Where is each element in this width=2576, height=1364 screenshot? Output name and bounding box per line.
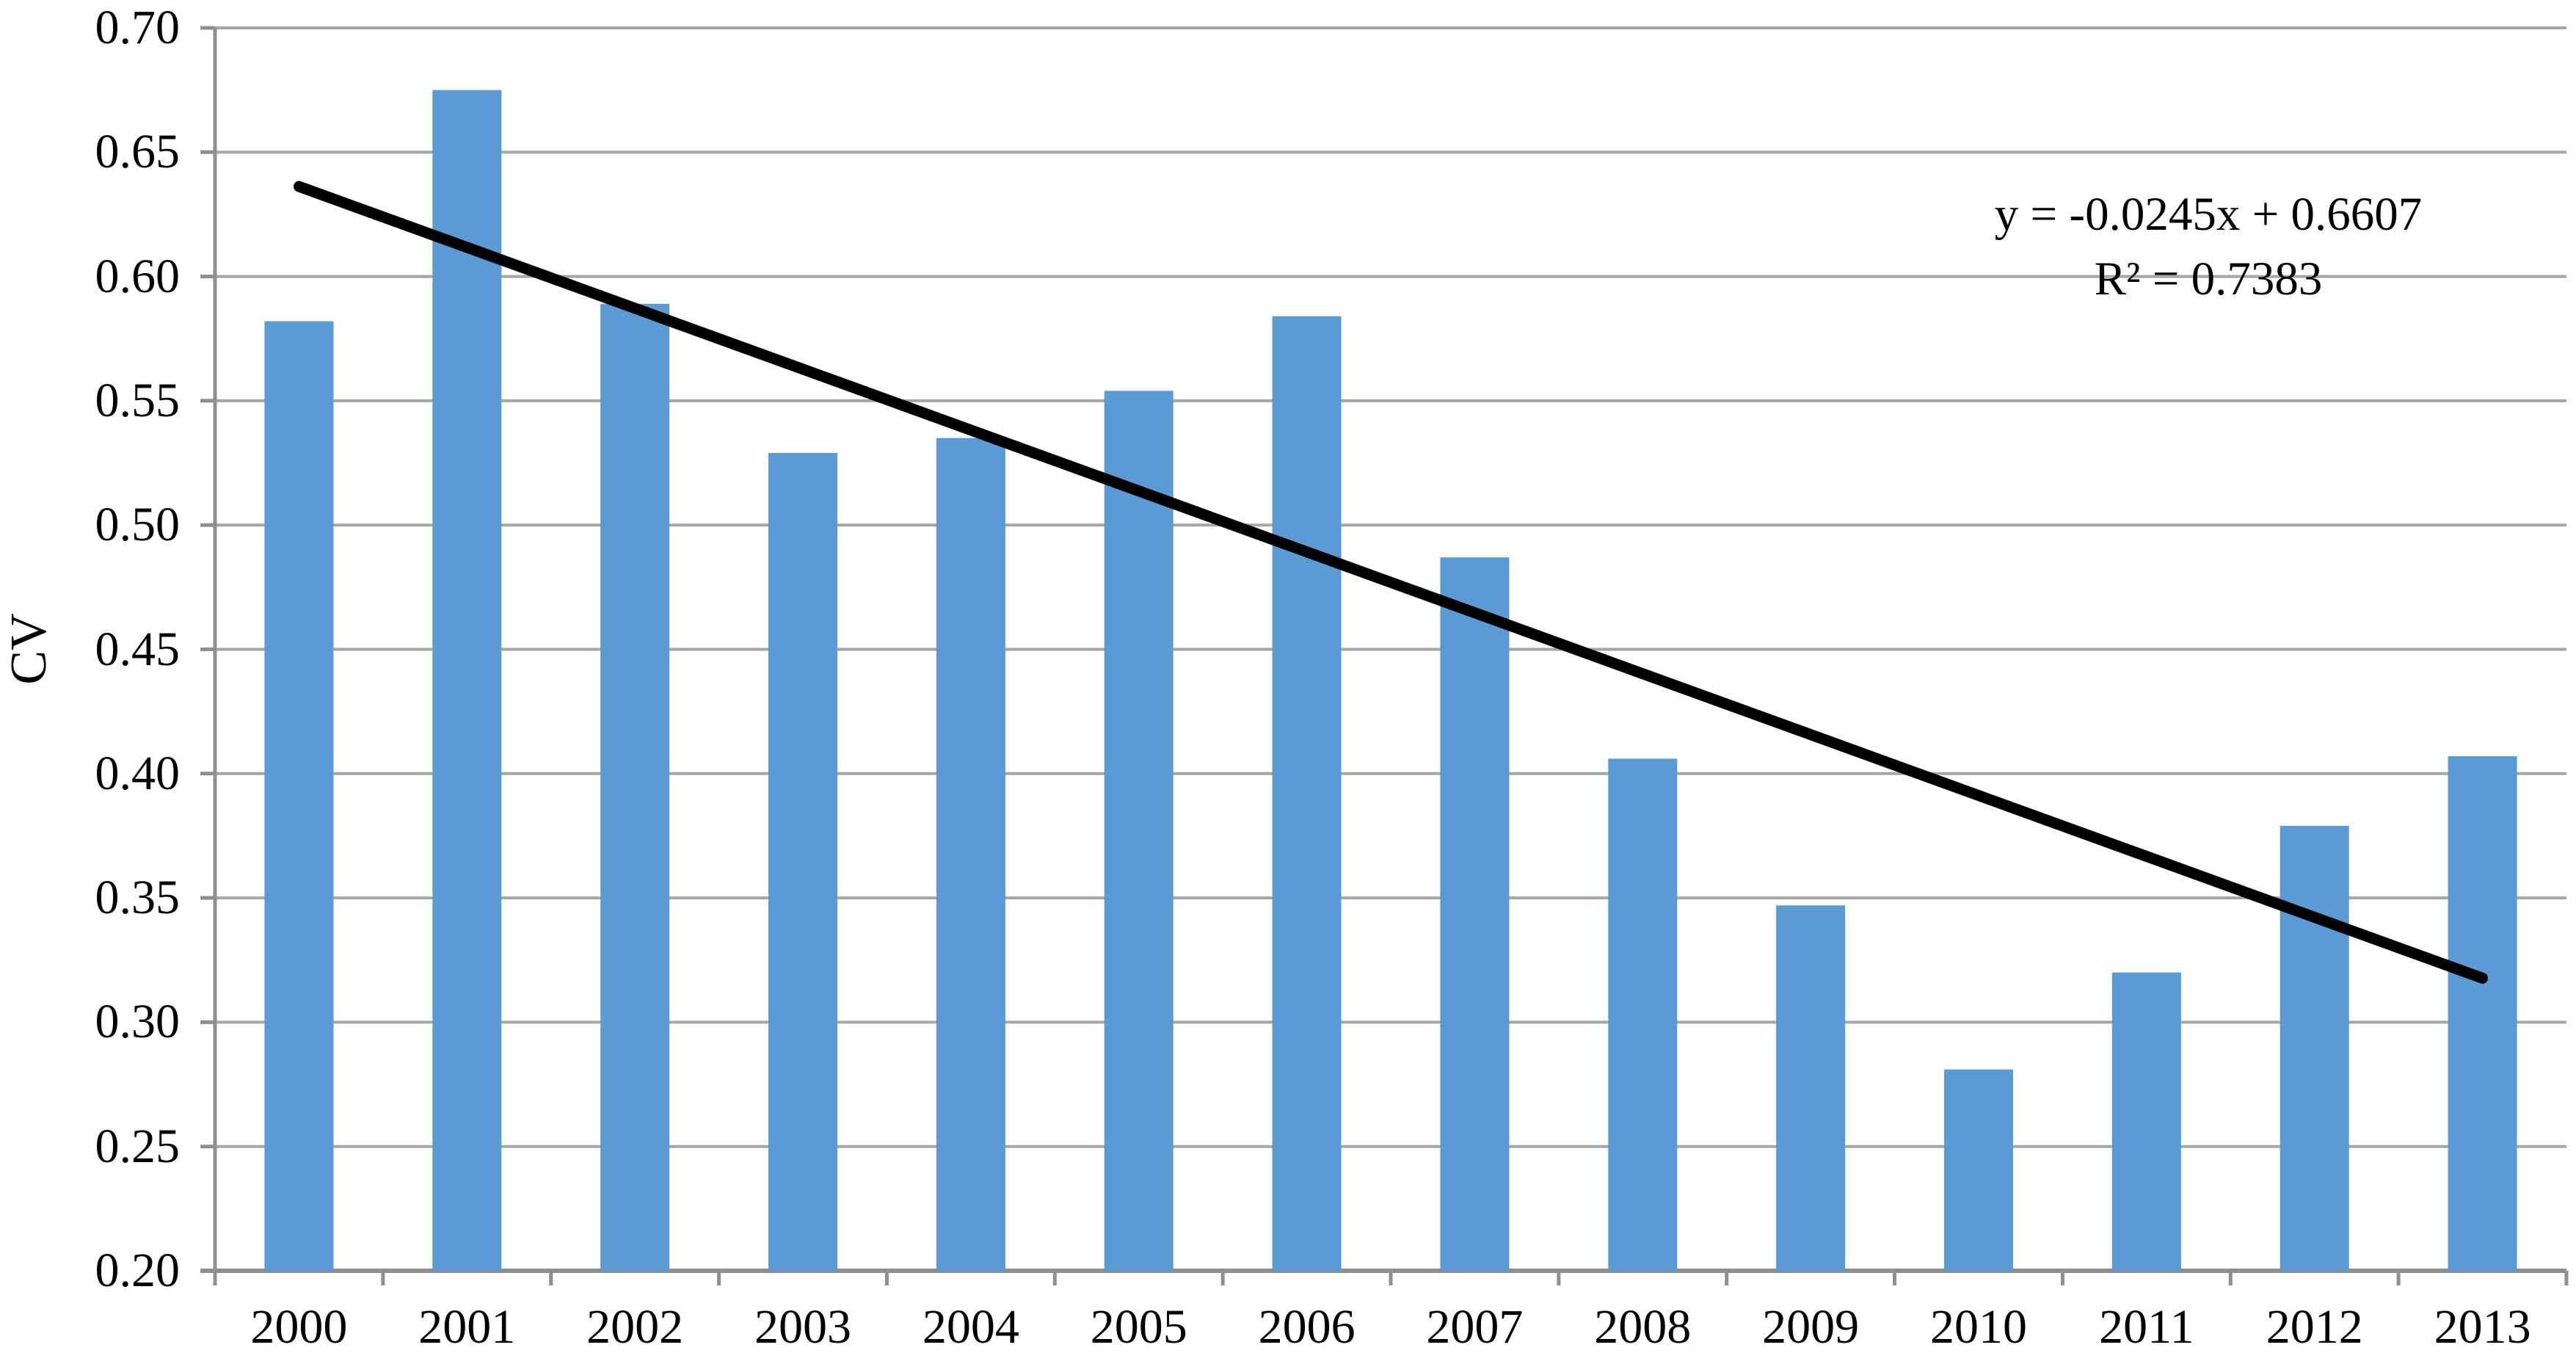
y-tick-label-0.45: 0.45: [95, 622, 181, 676]
y-tick-label-0.60: 0.60: [95, 249, 181, 303]
y-tick-label-0.25: 0.25: [95, 1119, 181, 1173]
x-tick-label-2011: 2011: [2099, 1300, 2194, 1354]
y-axis-title: CV: [1, 613, 57, 685]
bar-2005: [1104, 391, 1174, 1272]
bar-2012: [2280, 825, 2349, 1271]
bar-2009: [1776, 905, 1846, 1271]
trendline-annotation: y = -0.0245x + 0.6607 R² = 0.7383: [1951, 182, 2465, 311]
trend-line: [293, 181, 2489, 984]
y-tick-label-0.55: 0.55: [95, 373, 181, 427]
trendline-equation: y = -0.0245x + 0.6607: [1994, 188, 2423, 241]
y-tick-label-0.50: 0.50: [95, 498, 181, 552]
y-tick-label-0.65: 0.65: [95, 125, 181, 179]
x-tick-label-2004: 2004: [922, 1300, 1019, 1354]
x-tick-label-2013: 2013: [2434, 1300, 2531, 1354]
bar-2002: [600, 303, 670, 1272]
x-tick-label-2008: 2008: [1594, 1300, 1692, 1354]
y-tick-label-0.20: 0.20: [95, 1244, 181, 1297]
bar-2008: [1608, 758, 1678, 1271]
bar-2011: [2111, 972, 2181, 1271]
y-tick-label-0.35: 0.35: [95, 871, 181, 925]
x-tick-label-2010: 2010: [1930, 1300, 2027, 1354]
bar-2006: [1272, 316, 1342, 1271]
r-squared-label: R² = 0.7383: [2094, 253, 2323, 305]
bar-2004: [936, 438, 1005, 1272]
bar-2010: [1944, 1069, 2013, 1271]
y-tick-label-0.40: 0.40: [95, 746, 181, 800]
bar-2007: [1440, 557, 1510, 1271]
bar-2000: [264, 321, 334, 1272]
bar-2001: [432, 90, 502, 1271]
x-tick-label-2006: 2006: [1258, 1300, 1356, 1354]
bar-2013: [2448, 756, 2517, 1271]
y-tick-label-0.70: 0.70: [95, 1, 181, 54]
x-tick-label-2003: 2003: [754, 1300, 851, 1354]
x-tick-label-2001: 2001: [418, 1300, 516, 1354]
x-tick-label-2005: 2005: [1090, 1300, 1187, 1354]
x-tick-label-2000: 2000: [250, 1300, 348, 1354]
x-tick-label-2009: 2009: [1762, 1300, 1860, 1354]
x-tick-label-2007: 2007: [1426, 1300, 1524, 1354]
x-tick-label-2012: 2012: [2266, 1300, 2363, 1354]
x-tick-label-2002: 2002: [586, 1300, 684, 1354]
y-tick-label-0.30: 0.30: [95, 995, 181, 1049]
bar-2003: [768, 453, 837, 1271]
